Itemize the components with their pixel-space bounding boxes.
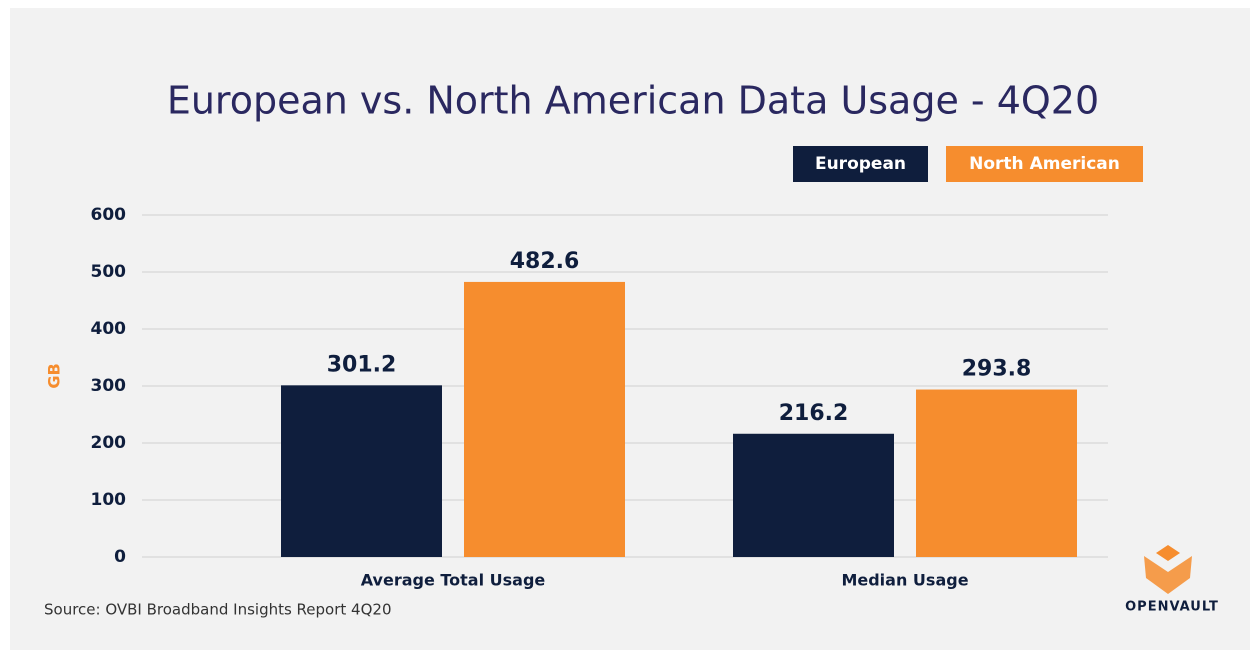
bar bbox=[916, 389, 1077, 557]
y-tick-label: 200 bbox=[91, 433, 127, 453]
legend-label: European bbox=[815, 154, 906, 174]
bar bbox=[464, 281, 625, 557]
logo-text: OpenVault bbox=[1125, 600, 1219, 615]
logo: OpenVault bbox=[1125, 545, 1219, 615]
x-tick-label: Median Usage bbox=[841, 571, 968, 590]
bar bbox=[733, 433, 894, 557]
legend-label: North American bbox=[969, 154, 1120, 174]
logo-icon bbox=[1144, 556, 1192, 594]
y-axis-label: GB bbox=[45, 363, 64, 388]
y-tick-label: 400 bbox=[91, 319, 127, 339]
legend-swatch bbox=[793, 146, 928, 182]
chart-title: European vs. North American Data Usage -… bbox=[167, 79, 1099, 123]
logo-icon bbox=[1156, 545, 1180, 561]
value-label: 301.2 bbox=[327, 352, 397, 377]
source-note: Source: OVBI Broadband Insights Report 4… bbox=[44, 601, 392, 619]
value-label: 482.6 bbox=[510, 249, 580, 274]
bar bbox=[281, 385, 442, 557]
y-tick-label: 500 bbox=[91, 262, 127, 282]
value-label: 293.8 bbox=[962, 357, 1032, 382]
value-label: 216.2 bbox=[779, 401, 849, 426]
y-tick-label: 100 bbox=[91, 490, 127, 510]
y-tick-label: 600 bbox=[91, 205, 127, 225]
y-tick-label: 300 bbox=[91, 376, 127, 396]
y-tick-label: 0 bbox=[114, 547, 126, 567]
x-tick-label: Average Total Usage bbox=[361, 571, 546, 590]
legend-swatch bbox=[946, 146, 1143, 182]
